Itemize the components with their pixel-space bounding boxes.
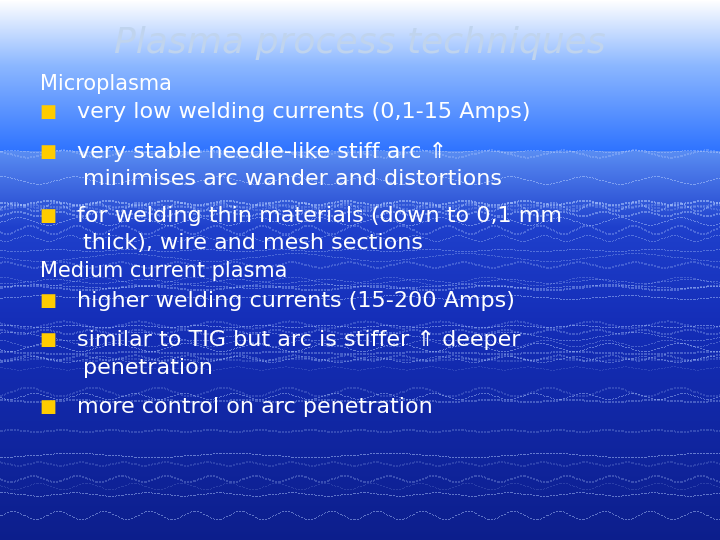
Text: minimises arc wander and distortions: minimises arc wander and distortions: [83, 169, 502, 190]
Text: ■: ■: [40, 292, 57, 310]
Text: very stable needle-like stiff arc ⇑: very stable needle-like stiff arc ⇑: [77, 142, 447, 163]
Text: ■: ■: [40, 398, 57, 416]
Text: similar to TIG but arc is stiffer ⇑ deeper: similar to TIG but arc is stiffer ⇑ deep…: [77, 330, 521, 350]
Text: ■: ■: [40, 207, 57, 225]
Text: Plasma process techniques: Plasma process techniques: [114, 26, 606, 60]
Text: higher welding currents (15-200 Amps): higher welding currents (15-200 Amps): [77, 291, 515, 311]
Text: more control on arc penetration: more control on arc penetration: [77, 397, 433, 417]
Text: ■: ■: [40, 143, 57, 161]
Text: ■: ■: [40, 331, 57, 349]
Text: penetration: penetration: [83, 358, 212, 379]
Text: very low welding currents (0,1-15 Amps): very low welding currents (0,1-15 Amps): [77, 102, 531, 123]
Text: thick), wire and mesh sections: thick), wire and mesh sections: [83, 233, 423, 253]
Text: for welding thin materials (down to 0,1 mm: for welding thin materials (down to 0,1 …: [77, 206, 562, 226]
Text: Medium current plasma: Medium current plasma: [40, 261, 287, 281]
Text: ■: ■: [40, 103, 57, 122]
Text: Microplasma: Microplasma: [40, 73, 171, 94]
